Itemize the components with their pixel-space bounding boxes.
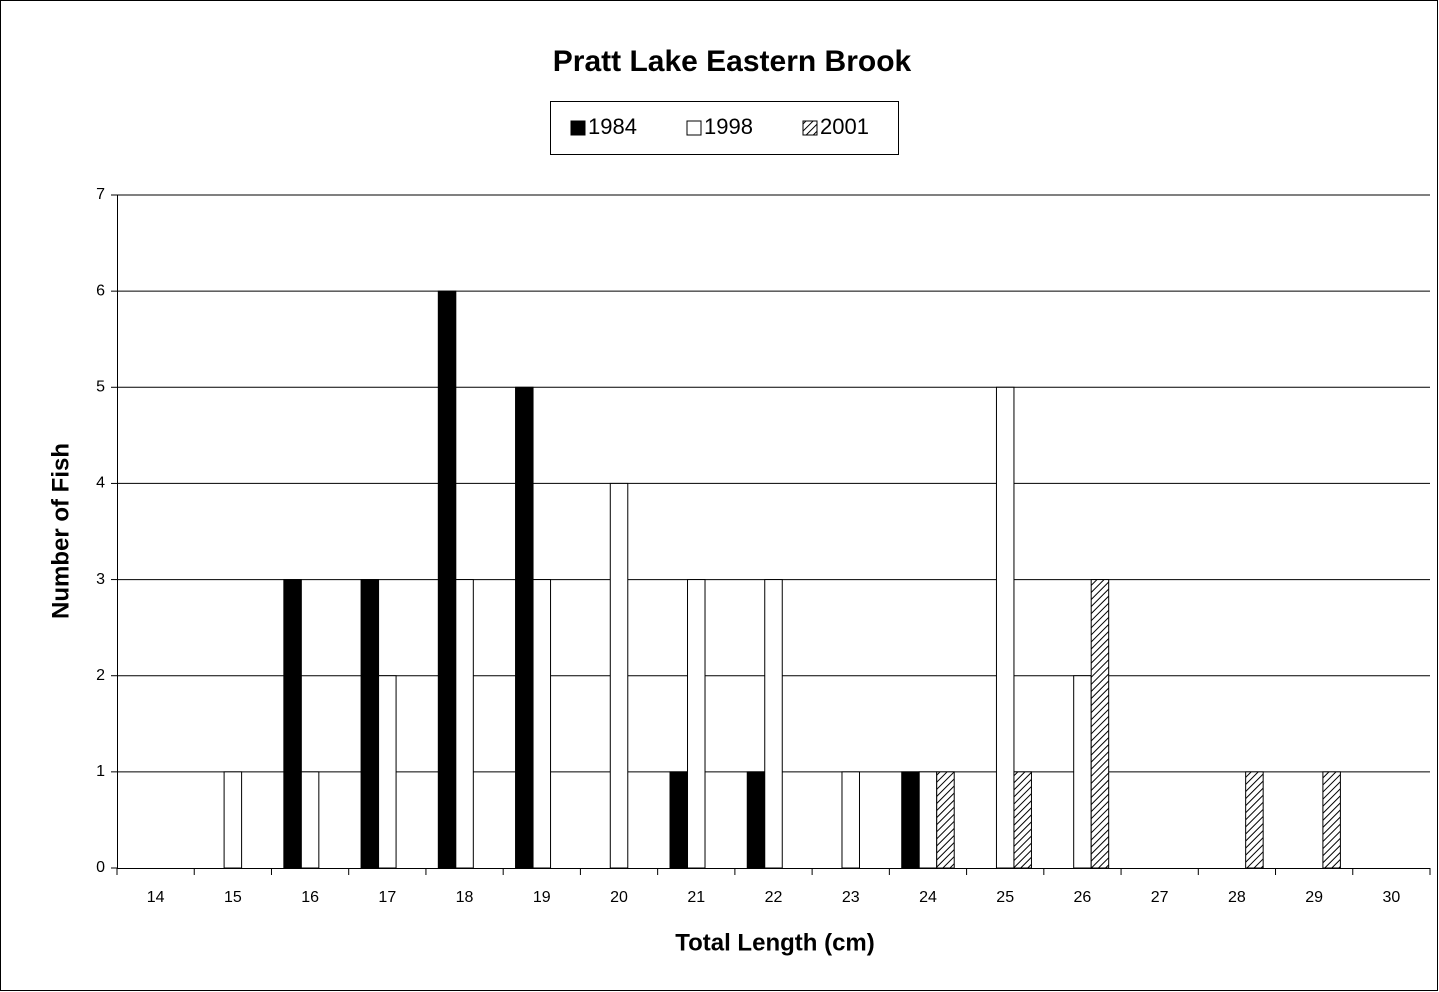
y-tick-label: 1: [96, 763, 105, 780]
bar: [1245, 771, 1264, 869]
y-axis-title: Number of Fish: [47, 443, 74, 619]
bar: [901, 771, 920, 869]
x-tick-label: 16: [301, 889, 319, 906]
x-tick-label: 19: [533, 889, 551, 906]
x-tick-label: 28: [1228, 889, 1246, 906]
bar: [360, 579, 380, 869]
x-tick-label: 22: [765, 889, 783, 906]
bar: [1090, 579, 1110, 869]
bar: [515, 386, 534, 869]
x-tick-label: 30: [1382, 889, 1400, 906]
bar: [841, 771, 860, 869]
x-tick-label: 21: [687, 889, 705, 906]
legend-swatch: [686, 120, 702, 136]
x-tick-label: 23: [842, 889, 860, 906]
y-tick-label: 6: [96, 282, 105, 299]
x-tick-label: 20: [610, 889, 628, 906]
legend-label: 1998: [704, 114, 753, 139]
legend-swatch: [802, 120, 818, 136]
x-tick-label: 17: [378, 889, 396, 906]
y-tick-label: 5: [96, 379, 105, 396]
x-tick-label: 24: [919, 889, 937, 906]
legend-label: 1984: [588, 114, 637, 139]
y-tick-label: 3: [96, 571, 105, 588]
x-tick-label: 25: [996, 889, 1014, 906]
x-tick-label: 18: [456, 889, 474, 906]
bar: [378, 675, 397, 869]
chart-title: Pratt Lake Eastern Brook: [553, 45, 912, 78]
bar: [609, 482, 629, 869]
bar: [1073, 675, 1092, 869]
bar: [746, 771, 766, 869]
bar: [300, 771, 320, 869]
x-tick-label: 14: [147, 889, 165, 906]
bar: [1013, 771, 1032, 869]
x-tick-label: 27: [1151, 889, 1169, 906]
legend-label: 2001: [820, 114, 869, 139]
x-axis-title: Total Length (cm): [675, 929, 875, 956]
bar: [995, 386, 1015, 869]
x-tick-label: 26: [1074, 889, 1092, 906]
legend: [550, 101, 899, 155]
legend-swatch: [570, 120, 586, 136]
bar: [437, 290, 457, 869]
bar: [918, 771, 938, 869]
x-tick-label: 29: [1305, 889, 1323, 906]
bar: [669, 771, 689, 869]
x-tick-label: 15: [224, 889, 242, 906]
y-tick-label: 4: [96, 475, 105, 492]
bar: [283, 579, 302, 869]
bar: [687, 579, 706, 869]
bar: [764, 579, 783, 869]
bar: [455, 579, 474, 869]
bar: [936, 771, 955, 869]
y-tick-label: 0: [96, 859, 105, 876]
y-tick-label: 2: [96, 667, 105, 684]
bar: [1322, 771, 1341, 869]
y-tick-label: 7: [96, 186, 105, 203]
bar: [223, 771, 243, 869]
bar: [532, 579, 552, 869]
